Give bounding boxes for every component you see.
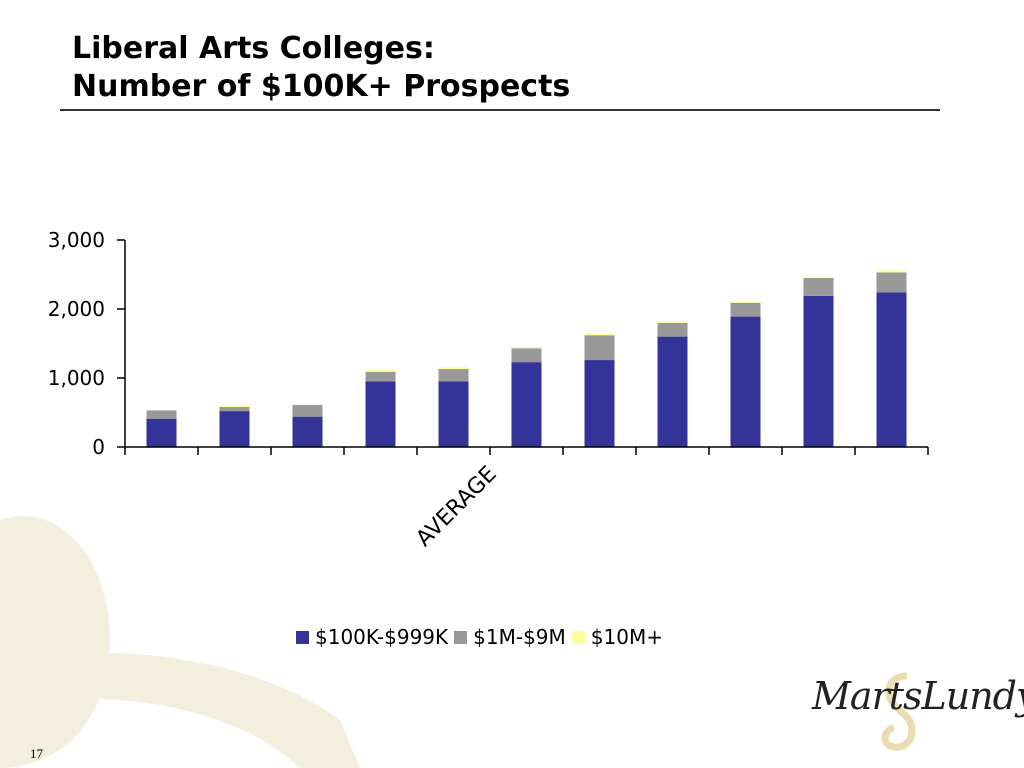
bar-100k [876,292,907,447]
legend-item-1m: $1M-$9M [454,625,566,649]
x-category-label: AVERAGE [412,462,502,552]
bar-1m [803,277,834,296]
bar-1m [657,322,688,337]
bar-1m [146,410,177,419]
bar-100k [803,295,834,447]
bar-1m [219,406,250,412]
title-line-2: Number of $100K+ Prospects [72,69,571,104]
logo-text: MartsLundy [812,674,1024,718]
title-line-1: Liberal Arts Colleges: [72,31,435,66]
bar-100k [584,360,615,447]
bar-10m [657,321,688,323]
title-underline [60,109,940,111]
bar-10m [876,270,907,273]
bar-1m [584,335,615,361]
legend-label-100k: $100K-$999K [315,625,449,649]
logo-ampersand-icon [881,672,916,751]
bar-10m [365,369,396,372]
bar-1m [730,302,761,317]
legend-swatch-10m [571,630,585,644]
chart-legend: $100K-$999K $1M-$9M $10M+ [296,625,669,649]
bar-1m [365,371,396,382]
bar-1m [292,404,323,417]
bar-100k [438,381,469,447]
bar-10m [803,276,834,278]
bar-1m [511,348,542,363]
bar-100k [365,381,396,447]
marts-lundy-logo: MartsLundy [812,672,1024,752]
bar-100k [146,418,177,447]
y-tick-label: 0 [92,435,105,459]
legend-item-100k: $100K-$999K [296,625,448,649]
bar-10m [730,301,761,303]
bar-1m [876,272,907,293]
bar-10m [511,346,542,349]
legend-item-10m: $10M+ [571,625,663,649]
bar-1m [438,369,469,382]
bars-group [146,270,907,447]
bar-100k [511,362,542,447]
page-number: 17 [30,746,43,761]
y-tick-label: 1,000 [48,366,105,390]
y-tick-label: 2,000 [48,297,105,321]
bar-10m [438,366,469,370]
bar-10m [584,333,615,336]
bar-100k [730,316,761,447]
slide-title: Liberal Arts Colleges: Number of $100K+ … [72,30,570,106]
legend-swatch-1m [454,630,468,644]
swirl-shape [0,516,110,768]
legend-swatch-100k [296,630,309,644]
bar-100k [657,336,688,447]
bar-100k [219,411,250,447]
axes-group: 0 1,000 2,000 3,000 AVERAGE [48,228,929,552]
swirl-shape-arc [0,652,360,768]
legend-label-10m: $10M+ [590,625,663,649]
legend-label-1m: $1M-$9M [473,625,566,649]
bar-10m [219,405,250,407]
bar-100k [292,416,323,447]
y-tick-label: 3,000 [48,228,105,252]
